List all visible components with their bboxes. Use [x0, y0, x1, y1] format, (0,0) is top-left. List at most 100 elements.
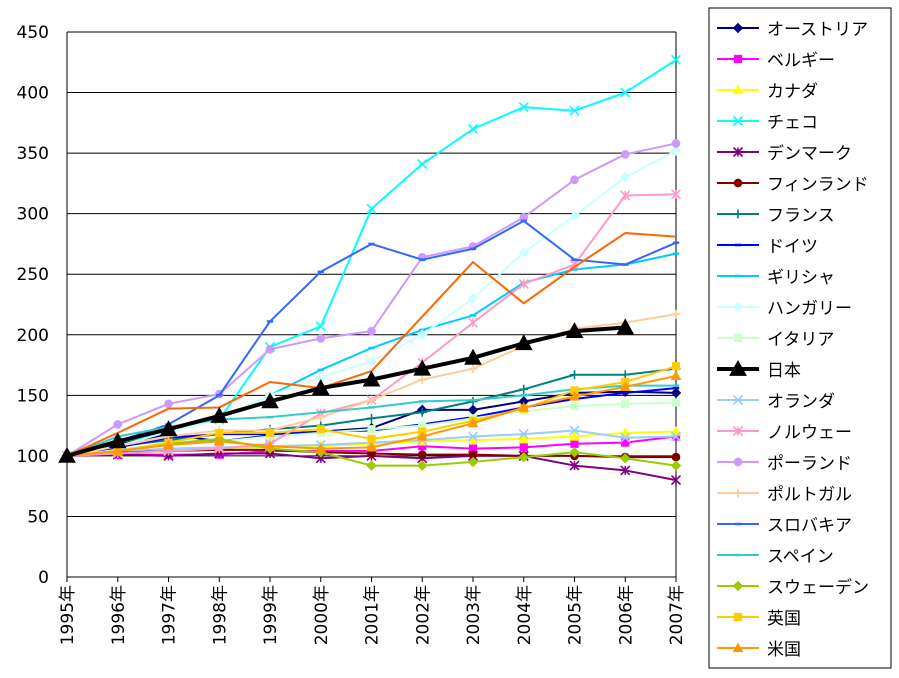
legend: オーストリアベルギーカナダチェコデンマークフィンランドフランスドイツギリシャハン…	[708, 7, 892, 669]
data-point	[467, 293, 479, 304]
data-point	[467, 431, 479, 442]
legend-label: ベルギー	[767, 51, 835, 71]
data-point	[671, 398, 681, 407]
legend-label: ポーランド	[767, 454, 852, 474]
legend-item: オーストリア	[717, 20, 868, 40]
data-point	[467, 417, 479, 428]
data-point	[569, 391, 580, 401]
data-point	[362, 370, 381, 387]
data-point	[569, 425, 580, 436]
series-10	[61, 145, 682, 462]
legend-item: ポルトガル	[717, 485, 852, 505]
legend-label: カナダ	[767, 82, 818, 102]
data-point	[620, 87, 631, 98]
data-point	[366, 460, 377, 471]
data-point	[417, 450, 427, 460]
data-point	[367, 413, 376, 423]
data-point	[732, 115, 744, 127]
x-tick-label: 1996年	[109, 585, 129, 645]
series-line	[66, 325, 626, 458]
y-tick-label: 50	[27, 507, 49, 527]
data-point	[417, 407, 427, 417]
data-point	[729, 359, 747, 376]
data-point	[215, 428, 224, 437]
data-point	[316, 425, 325, 434]
y-tick-label: 0	[38, 568, 49, 588]
data-point	[570, 439, 579, 448]
data-point	[467, 456, 479, 468]
data-point	[670, 431, 682, 442]
data-point	[108, 432, 127, 449]
legend-item: チェコ	[717, 113, 818, 133]
data-point	[112, 445, 124, 456]
data-point	[733, 333, 743, 343]
legend-item: ギリシャ	[717, 268, 835, 288]
x-tick-label: 1999年	[261, 585, 281, 645]
x-tick-label: 2004年	[515, 585, 535, 645]
legend-item: ノルウェー	[717, 423, 852, 443]
data-point	[732, 146, 744, 158]
data-point	[620, 172, 631, 183]
legend-item: ハンガリー	[717, 299, 852, 319]
series-12	[58, 318, 635, 463]
legend-label: オーストリア	[767, 20, 868, 40]
legend-item: カナダ	[717, 82, 818, 102]
data-point	[620, 190, 631, 201]
data-point	[367, 434, 376, 444]
legend-label: 米国	[767, 640, 801, 660]
x-tick-label: 2003年	[464, 585, 484, 645]
y-tick-label: 350	[17, 144, 49, 164]
data-point	[620, 453, 631, 464]
data-point	[467, 317, 479, 328]
data-point	[416, 430, 428, 441]
data-point	[413, 359, 432, 376]
data-point	[367, 326, 376, 336]
legend-label: スペイン	[767, 547, 834, 567]
data-point	[670, 387, 682, 399]
legend-label: 英国	[767, 609, 801, 629]
data-point	[417, 329, 428, 340]
data-point	[620, 370, 630, 380]
y-tick-label: 250	[17, 265, 49, 285]
data-point	[367, 425, 376, 434]
x-tick-label: 2000年	[312, 585, 332, 645]
x-tick-label: 2001年	[363, 585, 383, 645]
x-tick-label: 2006年	[616, 585, 636, 645]
x-tick-label: 1998年	[210, 585, 230, 645]
data-point	[670, 145, 682, 156]
data-point	[733, 54, 743, 64]
data-point	[58, 446, 76, 463]
data-point	[315, 321, 326, 332]
legend-item: デンマーク	[717, 143, 852, 164]
x-tick-label: 2002年	[413, 585, 433, 645]
data-point	[621, 438, 630, 447]
data-point	[733, 178, 743, 188]
data-point	[732, 425, 744, 437]
x-tick-label: 1995年	[58, 585, 78, 645]
y-tick-label: 300	[17, 205, 49, 225]
axes: 0 50 100 150 200 250 300 350 400 450 1995年 1996年 199…	[17, 23, 687, 645]
data-point	[620, 465, 631, 476]
legend-item: 米国	[717, 640, 801, 660]
data-point	[164, 399, 173, 409]
data-point	[265, 344, 275, 354]
legend-item: フランス	[717, 206, 835, 226]
data-point	[670, 189, 682, 200]
data-point	[315, 443, 327, 453]
data-point	[670, 54, 682, 65]
legend-item: ポーランド	[717, 454, 852, 474]
data-point	[732, 580, 744, 592]
legend-label: ポルトガル	[767, 485, 852, 505]
data-point	[570, 175, 579, 185]
y-tick-label: 150	[17, 386, 49, 406]
data-point	[569, 460, 580, 471]
data-point	[464, 348, 482, 365]
data-point	[311, 379, 330, 395]
legend-item: スロバキア	[717, 516, 852, 536]
legend-item: 日本	[717, 359, 801, 381]
legend-label: オランダ	[767, 392, 835, 412]
data-point	[514, 334, 533, 351]
data-point	[210, 406, 229, 423]
data-point	[569, 430, 580, 441]
